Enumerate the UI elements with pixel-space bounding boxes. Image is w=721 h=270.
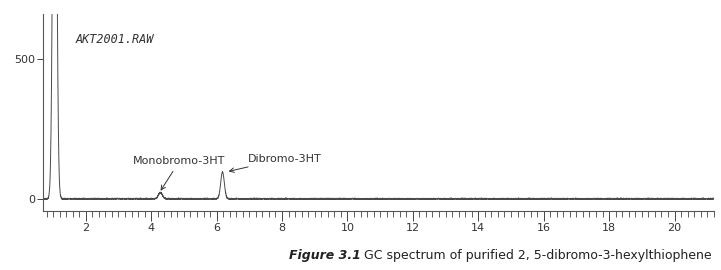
Text: Figure 3.1: Figure 3.1 [288,249,360,262]
Text: Monobromo-3HT: Monobromo-3HT [133,156,226,190]
Text: AKT2001.RAW: AKT2001.RAW [76,33,154,46]
Text: Dibromo-3HT: Dibromo-3HT [229,154,322,172]
Text: GC spectrum of purified 2, 5-dibromo-3-hexylthiophene: GC spectrum of purified 2, 5-dibromo-3-h… [360,249,712,262]
